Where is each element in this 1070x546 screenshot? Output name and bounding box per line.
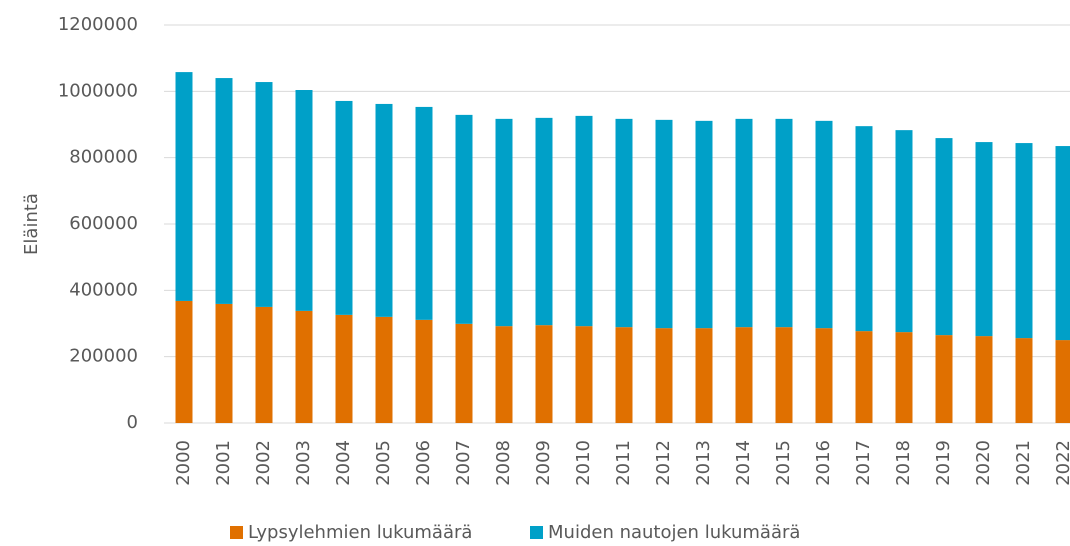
bar-segment [215, 303, 233, 423]
bar-segment [775, 327, 793, 423]
bar-segment [695, 120, 713, 329]
bar-segment [855, 331, 873, 423]
bar-segment [455, 114, 473, 324]
y-tick-label: 200000 [69, 346, 138, 367]
x-tick-label: 2022 [1053, 440, 1070, 486]
bar-segment [535, 325, 553, 423]
bar-segment [815, 120, 833, 329]
x-tick-label: 2018 [893, 440, 914, 486]
bar-segment [255, 82, 273, 307]
bar-segment [495, 118, 513, 327]
x-tick-label: 2020 [973, 440, 994, 486]
y-tick-label: 1200000 [58, 14, 138, 35]
x-tick-label: 2005 [373, 440, 394, 486]
bar-segment [895, 332, 913, 423]
x-tick-label: 2003 [293, 440, 314, 486]
bar-segment [175, 72, 193, 301]
x-tick-label: 2002 [253, 440, 274, 486]
bar-segment [535, 117, 553, 326]
x-tick-label: 2016 [813, 440, 834, 486]
x-tick-label: 2015 [773, 440, 794, 486]
legend-label: Lypsylehmien lukumäärä [248, 522, 472, 543]
x-tick-label: 2014 [733, 440, 754, 486]
y-tick-label: 600000 [69, 213, 138, 234]
x-tick-label: 2017 [853, 440, 874, 486]
bar-segment [1015, 338, 1033, 423]
x-tick-label: 2010 [573, 440, 594, 486]
bar-segment [295, 90, 313, 311]
y-axis-label: Eläintä [21, 193, 42, 255]
bar-segment [375, 316, 393, 423]
bar-segment [855, 126, 873, 332]
y-tick-label: 0 [127, 412, 138, 433]
bar-segment [375, 103, 393, 317]
bar-segment [255, 306, 273, 423]
legend-swatch [230, 526, 243, 539]
y-tick-label: 400000 [69, 279, 138, 300]
x-tick-label: 2019 [933, 440, 954, 486]
x-tick-label: 2021 [1013, 440, 1034, 486]
bar-segment [295, 310, 313, 423]
bar-segment [215, 78, 233, 304]
bar-segment [655, 119, 673, 329]
bar-segment [1015, 143, 1033, 339]
bar-segment [735, 327, 753, 423]
legend-swatch [530, 526, 543, 539]
bar-segment [615, 327, 633, 423]
bar-segment [495, 326, 513, 423]
x-tick-label: 2011 [613, 440, 634, 486]
bar-segment [1055, 146, 1070, 341]
legend-label: Muiden nautojen lukumäärä [548, 522, 800, 543]
x-tick-label: 2006 [413, 440, 434, 486]
x-tick-label: 2012 [653, 440, 674, 486]
bar-segment [735, 118, 753, 328]
bar-segment [335, 314, 353, 423]
bar-segment [975, 336, 993, 423]
x-tick-label: 2007 [453, 440, 474, 486]
x-tick-label: 2001 [213, 440, 234, 486]
bar-segment [815, 328, 833, 423]
bar-segment [455, 323, 473, 423]
bar-segment [1055, 340, 1070, 423]
x-tick-label: 2009 [533, 440, 554, 486]
bar-segment [895, 130, 913, 333]
x-tick-label: 2013 [693, 440, 714, 486]
bar-segment [975, 142, 993, 337]
bar-segment [175, 300, 193, 423]
bar-segment [415, 106, 433, 320]
bar-segment [575, 115, 593, 327]
bar-segment [655, 328, 673, 423]
x-tick-label: 2000 [173, 440, 194, 486]
x-tick-label: 2004 [333, 440, 354, 486]
y-tick-label: 800000 [69, 147, 138, 168]
x-tick-label: 2008 [493, 440, 514, 486]
bar-segment [935, 138, 953, 336]
bar-segment [415, 319, 433, 423]
bar-segment [935, 335, 953, 423]
bar-segment [335, 100, 353, 315]
bar-segment [615, 118, 633, 328]
bar-segment [575, 326, 593, 423]
bar-segment [775, 118, 793, 328]
bar-segment [695, 328, 713, 423]
y-tick-label: 1000000 [58, 80, 138, 101]
